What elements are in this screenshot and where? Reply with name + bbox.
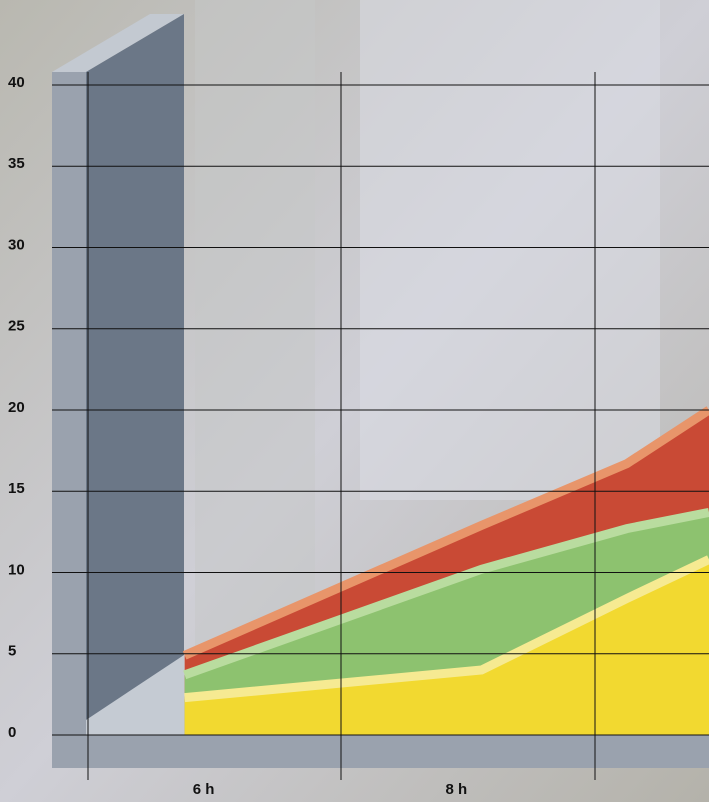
pillar-top — [52, 14, 184, 72]
pillar-side — [52, 72, 86, 768]
y-tick-label: 0 — [8, 724, 16, 741]
area — [184, 559, 709, 735]
area-edge — [182, 406, 709, 660]
x-tick-label: 8 h — [445, 781, 467, 798]
area-edge — [183, 507, 709, 680]
y-tick-label: 35 — [8, 155, 25, 172]
y-tick-label: 40 — [8, 74, 25, 91]
floor-wedge — [86, 655, 184, 735]
y-tick-label: 10 — [8, 561, 25, 578]
y-tick-label: 20 — [8, 399, 25, 416]
y-tick-label: 5 — [8, 643, 16, 660]
y-tick-label: 25 — [8, 318, 25, 335]
floor — [52, 735, 709, 768]
area-edge — [184, 555, 709, 703]
y-tick-label: 15 — [8, 480, 25, 497]
x-tick-label: 6 h — [193, 781, 215, 798]
background-figure — [360, 0, 660, 500]
pillar-front — [86, 14, 184, 735]
background-figure — [195, 0, 315, 650]
y-tick-label: 30 — [8, 236, 25, 253]
